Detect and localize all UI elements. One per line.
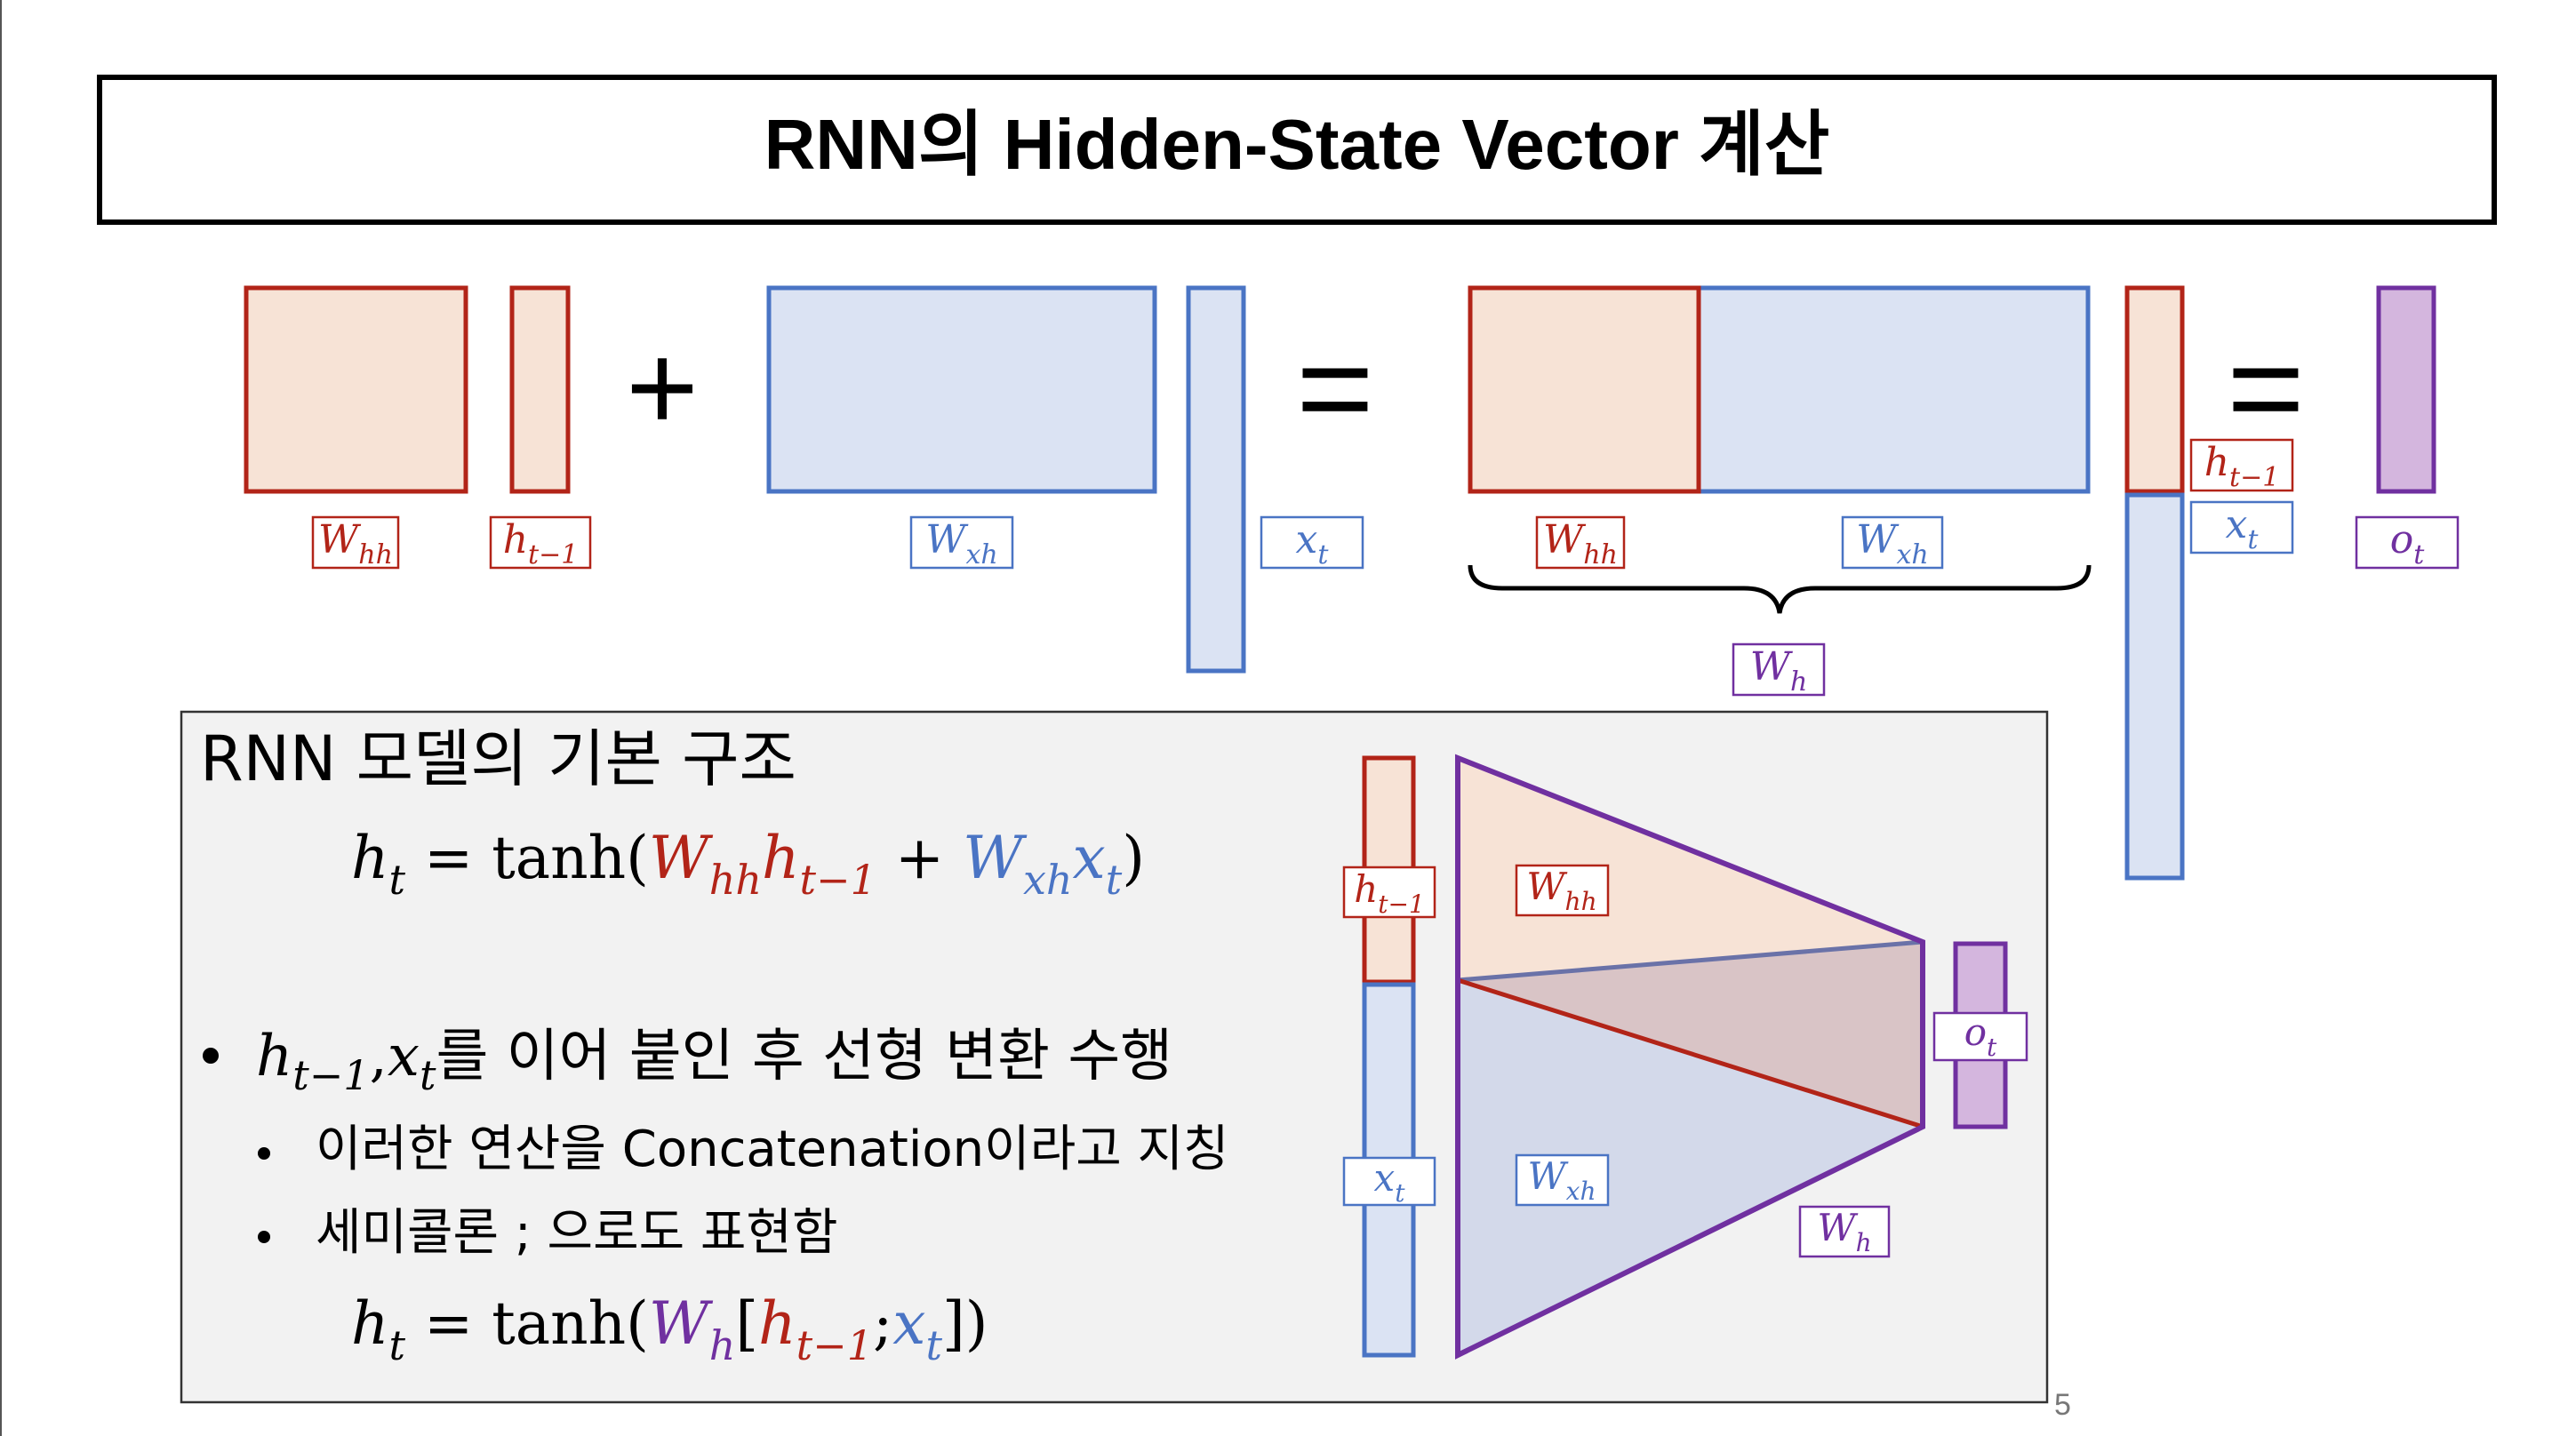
bullet-dot-2 <box>258 1147 270 1160</box>
svg-text:Wxh: Wxh <box>1528 1154 1596 1206</box>
bullet-1: ht−1,xt를 이어 붙인 후 선형 변환 수행 <box>256 1024 1172 1099</box>
wh-trapezoid <box>1455 754 1925 1360</box>
ht1-vector <box>509 285 571 494</box>
page-title: RNN의 Hidden-State Vector 계산 <box>764 105 1830 184</box>
stacked-xt <box>2124 492 2185 881</box>
diagram-label-wh: Wh <box>1798 1205 1891 1258</box>
wh-whh-part <box>1468 285 1701 494</box>
diagram-label-wxh: Wxh <box>1515 1153 1610 1207</box>
svg-text:ht−1: ht−1 <box>2204 440 2280 493</box>
label-whh-2: Whh <box>1535 515 1626 570</box>
svg-text:Whh: Whh <box>1543 517 1618 570</box>
whh-matrix <box>244 285 468 494</box>
svg-text:ht−1: ht−1 <box>503 517 579 570</box>
xt-vector <box>1186 285 1246 674</box>
svg-text:Wxh: Wxh <box>1856 517 1928 570</box>
equation-1: ht = tanh(Whhht−1 + Wxhxt) <box>351 824 1145 904</box>
title-box <box>97 75 2497 225</box>
equation-2: ht = tanh(Wh[ht−1;xt]) <box>351 1289 988 1369</box>
diagram-label-whh: Whh <box>1515 864 1610 917</box>
svg-text:ot: ot <box>1964 1010 1997 1062</box>
svg-text:xt: xt <box>1296 517 1330 570</box>
bullet-dot-1 <box>203 1048 219 1064</box>
label-ot-1: ot <box>2355 515 2460 570</box>
page-number: 5 <box>2054 1388 2071 1422</box>
label-wh-brace: Wh <box>1732 642 1826 698</box>
bullet-3: 세미콜론 ; 으로도 표현함 <box>316 1204 837 1262</box>
label-xt-1: xt <box>1260 515 1364 570</box>
ot-vector <box>2376 285 2436 494</box>
svg-text:Wh: Wh <box>1750 644 1808 698</box>
label-ht1-1: ht−1 <box>489 515 592 570</box>
svg-text:Wh: Wh <box>1817 1206 1871 1257</box>
svg-text:ht−1: ht−1 <box>1354 867 1425 919</box>
wxh-region <box>1458 980 1923 1355</box>
svg-text:Whh: Whh <box>1526 865 1596 916</box>
svg-text:xt: xt <box>1374 1156 1406 1208</box>
wh-brace <box>1468 564 2092 614</box>
equals-sign-2: = <box>2227 313 2305 462</box>
wxh-matrix <box>766 285 1157 494</box>
svg-text:ot: ot <box>2390 517 2426 570</box>
label-xt-2: xt <box>2189 500 2294 555</box>
wxh-edge <box>1457 977 1924 1129</box>
box-heading: RNN 모델의 기본 구조 <box>200 722 796 795</box>
stacked-ht1 <box>2124 285 2185 494</box>
wh-wxh-part <box>1696 285 2091 494</box>
svg-text:Whh: Whh <box>318 517 393 570</box>
label-wxh-1: Wxh <box>909 515 1014 570</box>
equals-sign-1: = <box>1296 313 1374 462</box>
svg-text:xt: xt <box>2226 502 2260 555</box>
overlap-region <box>1458 942 1923 1127</box>
plus-sign: + <box>626 317 699 457</box>
label-ht1-2: ht−1 <box>2189 438 2294 493</box>
bullet-dot-3 <box>258 1231 270 1243</box>
diagram-label-xt: xt <box>1342 1156 1436 1208</box>
diagram-label-ot: ot <box>1932 1010 2028 1062</box>
bullet-2: 이러한 연산을 Concatenation이라고 지칭 <box>316 1121 1229 1178</box>
svg-text:Wxh: Wxh <box>925 517 997 570</box>
label-wxh-2: Wxh <box>1841 515 1944 570</box>
diagram-label-ht1: ht−1 <box>1342 866 1436 919</box>
whh-region <box>1458 758 1923 980</box>
label-whh-1: Whh <box>311 515 400 570</box>
whh-edge <box>1457 939 1924 983</box>
